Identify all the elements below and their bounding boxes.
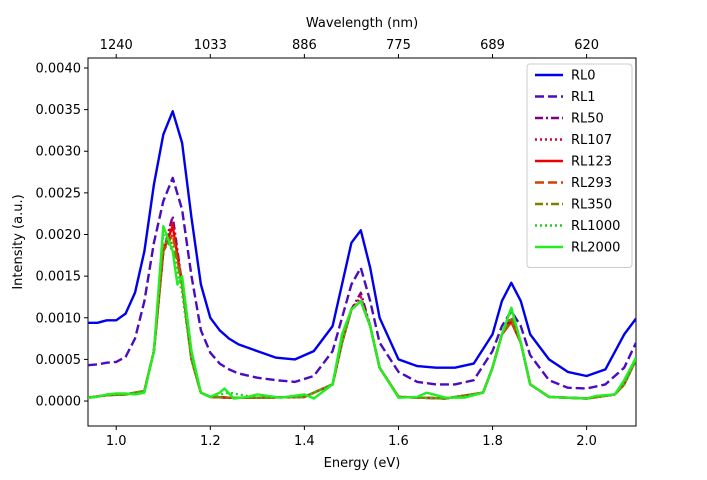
x-axis-title: Energy (eV) xyxy=(324,456,401,471)
legend-label: RL1000 xyxy=(571,219,620,234)
legend-label: RL107 xyxy=(571,133,612,148)
series-line-rl1 xyxy=(88,176,636,390)
legend-label: RL2000 xyxy=(571,241,620,256)
legend-label: RL350 xyxy=(571,198,612,213)
top-tick-label: 1033 xyxy=(194,38,227,53)
legend-label: RL50 xyxy=(571,112,604,127)
series-line-rl1000 xyxy=(88,233,636,400)
top-tick-label: 1240 xyxy=(100,38,133,53)
legend-label: RL1 xyxy=(571,90,596,105)
y-axis: 0.0000 0.0005 0.0010 0.0015 0.0020 0.0025 0.00… xyxy=(36,61,88,410)
top-tick-label: 689 xyxy=(480,38,505,53)
x-tick-label: 1.8 xyxy=(482,434,503,449)
top-tick-label: 886 xyxy=(292,38,317,53)
y-tick-label: 0.0030 xyxy=(36,145,82,160)
top-axis-title: Wavelength (nm) xyxy=(306,16,418,31)
series-layer xyxy=(88,110,636,400)
legend-label: RL293 xyxy=(571,176,612,191)
x-tick-label: 2.0 xyxy=(576,434,597,449)
x-tick-label: 1.4 xyxy=(294,434,315,449)
top-tick-label: 620 xyxy=(574,38,599,53)
y-tick-label: 0.0000 xyxy=(36,395,82,410)
x-axis: 1.0 1.2 1.4 1.6 1.8 2.0 xyxy=(106,426,597,449)
y-tick-label: 0.0040 xyxy=(36,61,82,76)
legend-label: RL123 xyxy=(571,155,612,170)
y-tick-label: 0.0020 xyxy=(36,228,82,243)
series-line-rl2000 xyxy=(88,224,636,400)
y-tick-label: 0.0035 xyxy=(36,103,82,118)
top-tick-label: 775 xyxy=(386,38,411,53)
y-tick-label: 0.0005 xyxy=(36,353,82,368)
x-tick-label: 1.6 xyxy=(388,434,409,449)
legend-box xyxy=(526,63,633,268)
y-tick-label: 0.0015 xyxy=(36,270,82,285)
series-line-rl0 xyxy=(88,110,636,378)
y-tick-label: 0.0010 xyxy=(36,311,82,326)
top-axis: 1240 1033 886 775 689 620 xyxy=(100,38,599,58)
y-axis-title: Intensity (a.u.) xyxy=(11,194,26,289)
x-tick-label: 1.0 xyxy=(106,434,127,449)
plot-area xyxy=(87,57,637,427)
y-tick-label: 0.0025 xyxy=(36,186,82,201)
legend: RL0 RL1 RL50 RL107 RL123 RL293 RL350 RL1000 RL20… xyxy=(526,63,633,268)
legend-label: RL0 xyxy=(571,69,596,84)
x-tick-label: 1.2 xyxy=(200,434,221,449)
